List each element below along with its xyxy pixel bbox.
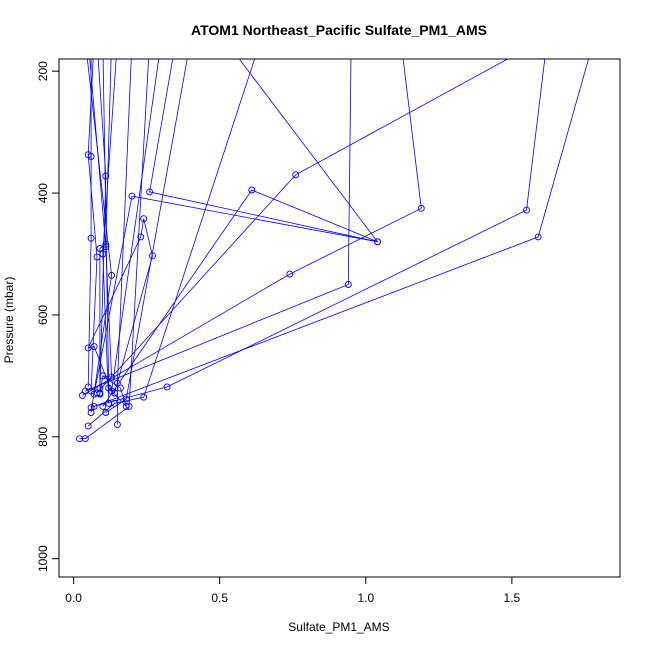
series-7 [87, 59, 589, 412]
data-point [84, 422, 92, 430]
series-18 [84, 59, 101, 395]
series-15 [96, 59, 112, 392]
series-line [87, 59, 98, 392]
data-point [96, 390, 104, 398]
data-point [102, 409, 110, 416]
data-point [163, 383, 171, 391]
x-tick-label: 1.0 [357, 591, 374, 605]
data-point [523, 206, 530, 214]
data-point [90, 343, 98, 351]
series-line [86, 59, 113, 413]
series-line [93, 59, 546, 407]
series-11 [99, 59, 381, 410]
data-point [99, 250, 107, 258]
series-line [105, 59, 188, 413]
data-point [99, 402, 107, 410]
data-point [108, 271, 116, 279]
y-tick-label: 400 [36, 183, 50, 203]
data-point [84, 151, 92, 159]
data-point [248, 186, 256, 194]
data-point [292, 171, 300, 179]
data-point [87, 409, 95, 416]
series-line [102, 59, 117, 404]
data-point [137, 233, 145, 241]
y-axis-label: Pressure (mbar) [2, 277, 16, 364]
series-1 [76, 59, 149, 443]
data-point [99, 372, 107, 380]
data-point [534, 233, 542, 241]
series-line [82, 59, 422, 396]
data-point [122, 395, 130, 403]
series-4 [113, 59, 132, 429]
series-9 [78, 59, 425, 399]
series-5 [86, 59, 116, 416]
data-point [90, 402, 98, 410]
data-point [128, 192, 136, 200]
data-point [286, 270, 294, 278]
data-point [113, 421, 121, 429]
series-13 [84, 59, 160, 397]
data-point [140, 393, 148, 401]
data-point [140, 215, 148, 223]
series-line [87, 59, 256, 427]
series-14 [96, 59, 110, 397]
x-tick-label: 0.0 [65, 591, 82, 605]
series-20 [96, 59, 130, 410]
data-point [102, 243, 110, 251]
data-point [87, 387, 95, 395]
series-8 [81, 59, 352, 395]
data-point [417, 204, 425, 212]
x-tick-label: 1.5 [504, 591, 521, 605]
series-line [87, 59, 92, 387]
data-layer [76, 59, 589, 443]
y-tick-label: 800 [36, 427, 50, 447]
data-point [149, 252, 156, 260]
series-3 [102, 59, 188, 416]
series-line [102, 59, 378, 407]
series-line [85, 59, 352, 392]
plot-area-frame [58, 58, 621, 578]
series-line [90, 59, 589, 408]
y-tick-label: 200 [36, 61, 50, 81]
x-tick-label: 0.5 [211, 591, 228, 605]
series-12 [90, 59, 381, 398]
data-point [344, 281, 352, 288]
data-point [81, 435, 89, 443]
data-point [102, 172, 110, 180]
x-axis: 0.0 0.5 1.0 1.5 [65, 576, 521, 605]
series-6 [90, 59, 546, 410]
data-point [78, 391, 86, 399]
x-axis-label: Sulfate_PM1_AMS [288, 620, 389, 634]
series-line [97, 59, 107, 394]
data-point [87, 234, 95, 242]
data-point [105, 384, 113, 392]
y-axis: 200 400 600 800 1000 [36, 61, 60, 572]
data-point [93, 253, 101, 261]
series-10 [93, 59, 509, 397]
series-line [89, 59, 113, 378]
data-point [374, 238, 381, 246]
y-tick-label: 600 [36, 305, 50, 325]
data-point [122, 402, 130, 410]
data-point [146, 188, 154, 196]
series-19 [99, 59, 117, 407]
data-point [105, 399, 113, 407]
chart-title: ATOM1 Northeast_Pacific Sulfate_PM1_AMS [191, 22, 487, 38]
data-point [87, 404, 95, 412]
series-line [96, 59, 509, 394]
y-tick-label: 1000 [36, 545, 50, 572]
data-point [116, 384, 124, 392]
